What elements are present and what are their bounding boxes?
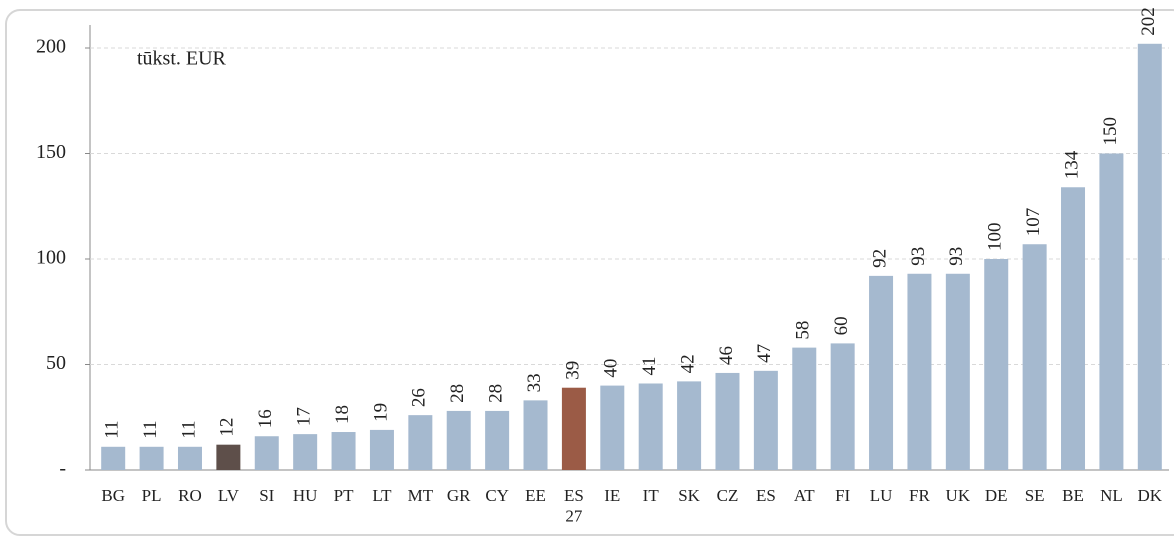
value-label: 41 [639,356,660,375]
value-label: 39 [562,361,583,380]
value-label: 40 [601,359,622,378]
x-tick-label: DK [1138,486,1163,505]
value-label: 33 [524,373,545,392]
value-label: 58 [793,321,814,340]
unit-annotation: tūkst. EUR [137,48,227,70]
x-tick-label: RO [178,486,202,505]
x-tick-label: CZ [717,486,739,505]
y-tick-label: - [59,458,66,480]
bar [907,273,932,470]
bar [869,275,894,470]
value-label: 28 [447,384,468,403]
value-label: 16 [255,409,276,428]
bar [1022,244,1047,470]
value-label: 28 [485,384,506,403]
x-tick-label: LT [372,486,392,505]
x-tick-label: SK [678,486,700,505]
bar [254,436,279,470]
value-label: 100 [985,223,1006,252]
y-tick-label: 50 [46,352,66,374]
bar [753,370,778,470]
x-tick-label: IE [604,486,620,505]
value-label: 17 [294,407,315,426]
bar [1099,153,1124,470]
x-tick-label: SI [259,486,274,505]
value-label: 93 [908,247,929,266]
x-tick-label: BE [1062,486,1084,505]
bar [139,446,164,470]
x-tick-label: BG [101,486,125,505]
bar [677,381,702,470]
value-label: 11 [102,420,123,438]
x-tick-label: PL [142,486,162,505]
value-label: 19 [370,403,391,422]
x-tick-label: GR [447,486,471,505]
bar [715,372,740,470]
bar [1137,43,1162,470]
y-tick-label: 100 [36,247,66,269]
x-tick-label: AT [794,486,815,505]
bar [561,387,586,470]
value-label: 93 [946,247,967,266]
bar [177,446,202,470]
value-label: 202 [1138,7,1159,36]
x-tick-label: MT [408,486,434,505]
bar [830,343,855,470]
value-label: 92 [869,249,890,268]
value-label: 11 [140,420,161,438]
x-tick-label: CY [485,486,509,505]
value-label: 18 [332,405,353,424]
bar [792,347,817,470]
x-tick-label: ES [756,486,776,505]
value-label: 46 [716,346,737,365]
bar [984,259,1009,470]
bar [446,410,471,470]
bar [369,429,394,470]
bar [485,410,510,470]
y-tick-label: 150 [36,141,66,163]
value-label: 107 [1023,208,1044,237]
x-tick-label: NL [1100,486,1123,505]
bar [1061,187,1086,470]
x-tick-label: IT [643,486,660,505]
x-tick-label: FR [909,486,930,505]
bar [293,434,318,470]
bar [638,383,663,470]
value-label: 11 [178,420,199,438]
x-tick-label: ES 27 [564,486,584,525]
bar [600,385,625,470]
value-label: 47 [754,344,775,363]
bar [101,446,126,470]
x-tick-label: LU [870,486,893,505]
x-tick-label: FI [835,486,850,505]
x-tick-label: DE [985,486,1008,505]
x-tick-label: PT [334,486,354,505]
value-label: 26 [409,388,430,407]
bar [945,273,970,470]
value-label: 60 [831,316,852,335]
bar [408,415,433,470]
value-label: 42 [677,354,698,373]
x-tick-label: HU [293,486,318,505]
bar [523,400,548,470]
x-tick-label: EE [525,486,546,505]
value-label: 134 [1061,150,1082,179]
bar [331,432,356,470]
value-label: 12 [217,418,238,437]
y-tick-label: 200 [36,36,66,58]
x-tick-label: LV [218,486,240,505]
value-label: 150 [1100,117,1121,146]
x-tick-label: SE [1025,486,1045,505]
x-tick-label: UK [946,486,971,505]
bar [216,444,241,470]
